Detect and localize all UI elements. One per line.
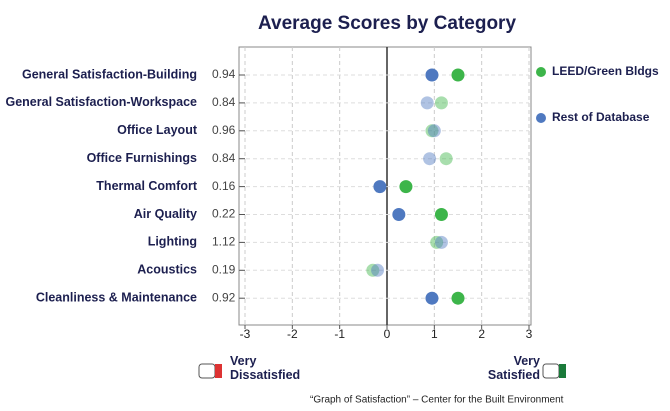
low-label: Very Dissatisfied [230,354,300,382]
x-tick-label: -1 [334,327,345,341]
dot [425,124,439,138]
dot [420,96,434,110]
score-label: 0.84 [212,95,236,109]
category-label: Lighting [148,235,197,249]
score-label: 0.92 [212,290,236,304]
category-label: Acoustics [137,263,197,277]
dot [451,68,465,82]
category-label: Thermal Comfort [96,179,198,193]
dot [392,208,406,221]
dot [399,180,413,194]
dot [430,235,444,249]
plot-frame [238,46,532,326]
score-label: 0.19 [212,262,236,276]
legend-marker [536,67,546,77]
score-label: 0.84 [212,151,236,165]
x-tick-label: 1 [431,327,438,341]
dot [373,180,387,194]
thumbs-down-icon [198,363,222,379]
x-tick-label: -2 [287,327,298,341]
legend-label: Rest of Database [552,110,650,124]
source-note: “Graph of Satisfaction” – Center for the… [310,395,564,406]
x-tick-label: 2 [478,327,485,341]
score-label: 0.22 [212,207,236,221]
dot [371,263,385,277]
score-label: 0.96 [212,123,236,137]
dot [451,291,465,305]
score-label: 1.12 [212,235,236,249]
category-label: Office Furnishings [87,151,197,165]
dot [423,152,437,166]
category-label: General Satisfaction-Building [22,67,197,81]
dot [439,152,453,166]
category-label: Office Layout [117,123,198,137]
category-label: Cleanliness & Maintenance [36,290,197,304]
score-label: 0.16 [212,179,236,193]
x-tick-label: -3 [240,327,251,341]
category-label: Air Quality [134,207,197,221]
chart-title: Average Scores by Category [258,13,516,34]
dot [425,68,439,82]
high-label: Very Satisfied [488,354,540,382]
thumbs-up-icon [542,363,566,379]
x-tick-label: 3 [526,327,533,341]
x-tick-label: 0 [384,327,391,341]
score-label: 0.94 [212,67,236,81]
dot [366,263,380,277]
dot [425,291,439,305]
category-label: General Satisfaction-Workspace [5,95,197,109]
dot [434,208,448,221]
dot [434,96,448,110]
legend-label: LEED/Green Bldgs [552,64,659,78]
dot [434,235,448,249]
legend-marker [536,113,546,123]
dot [427,124,441,138]
